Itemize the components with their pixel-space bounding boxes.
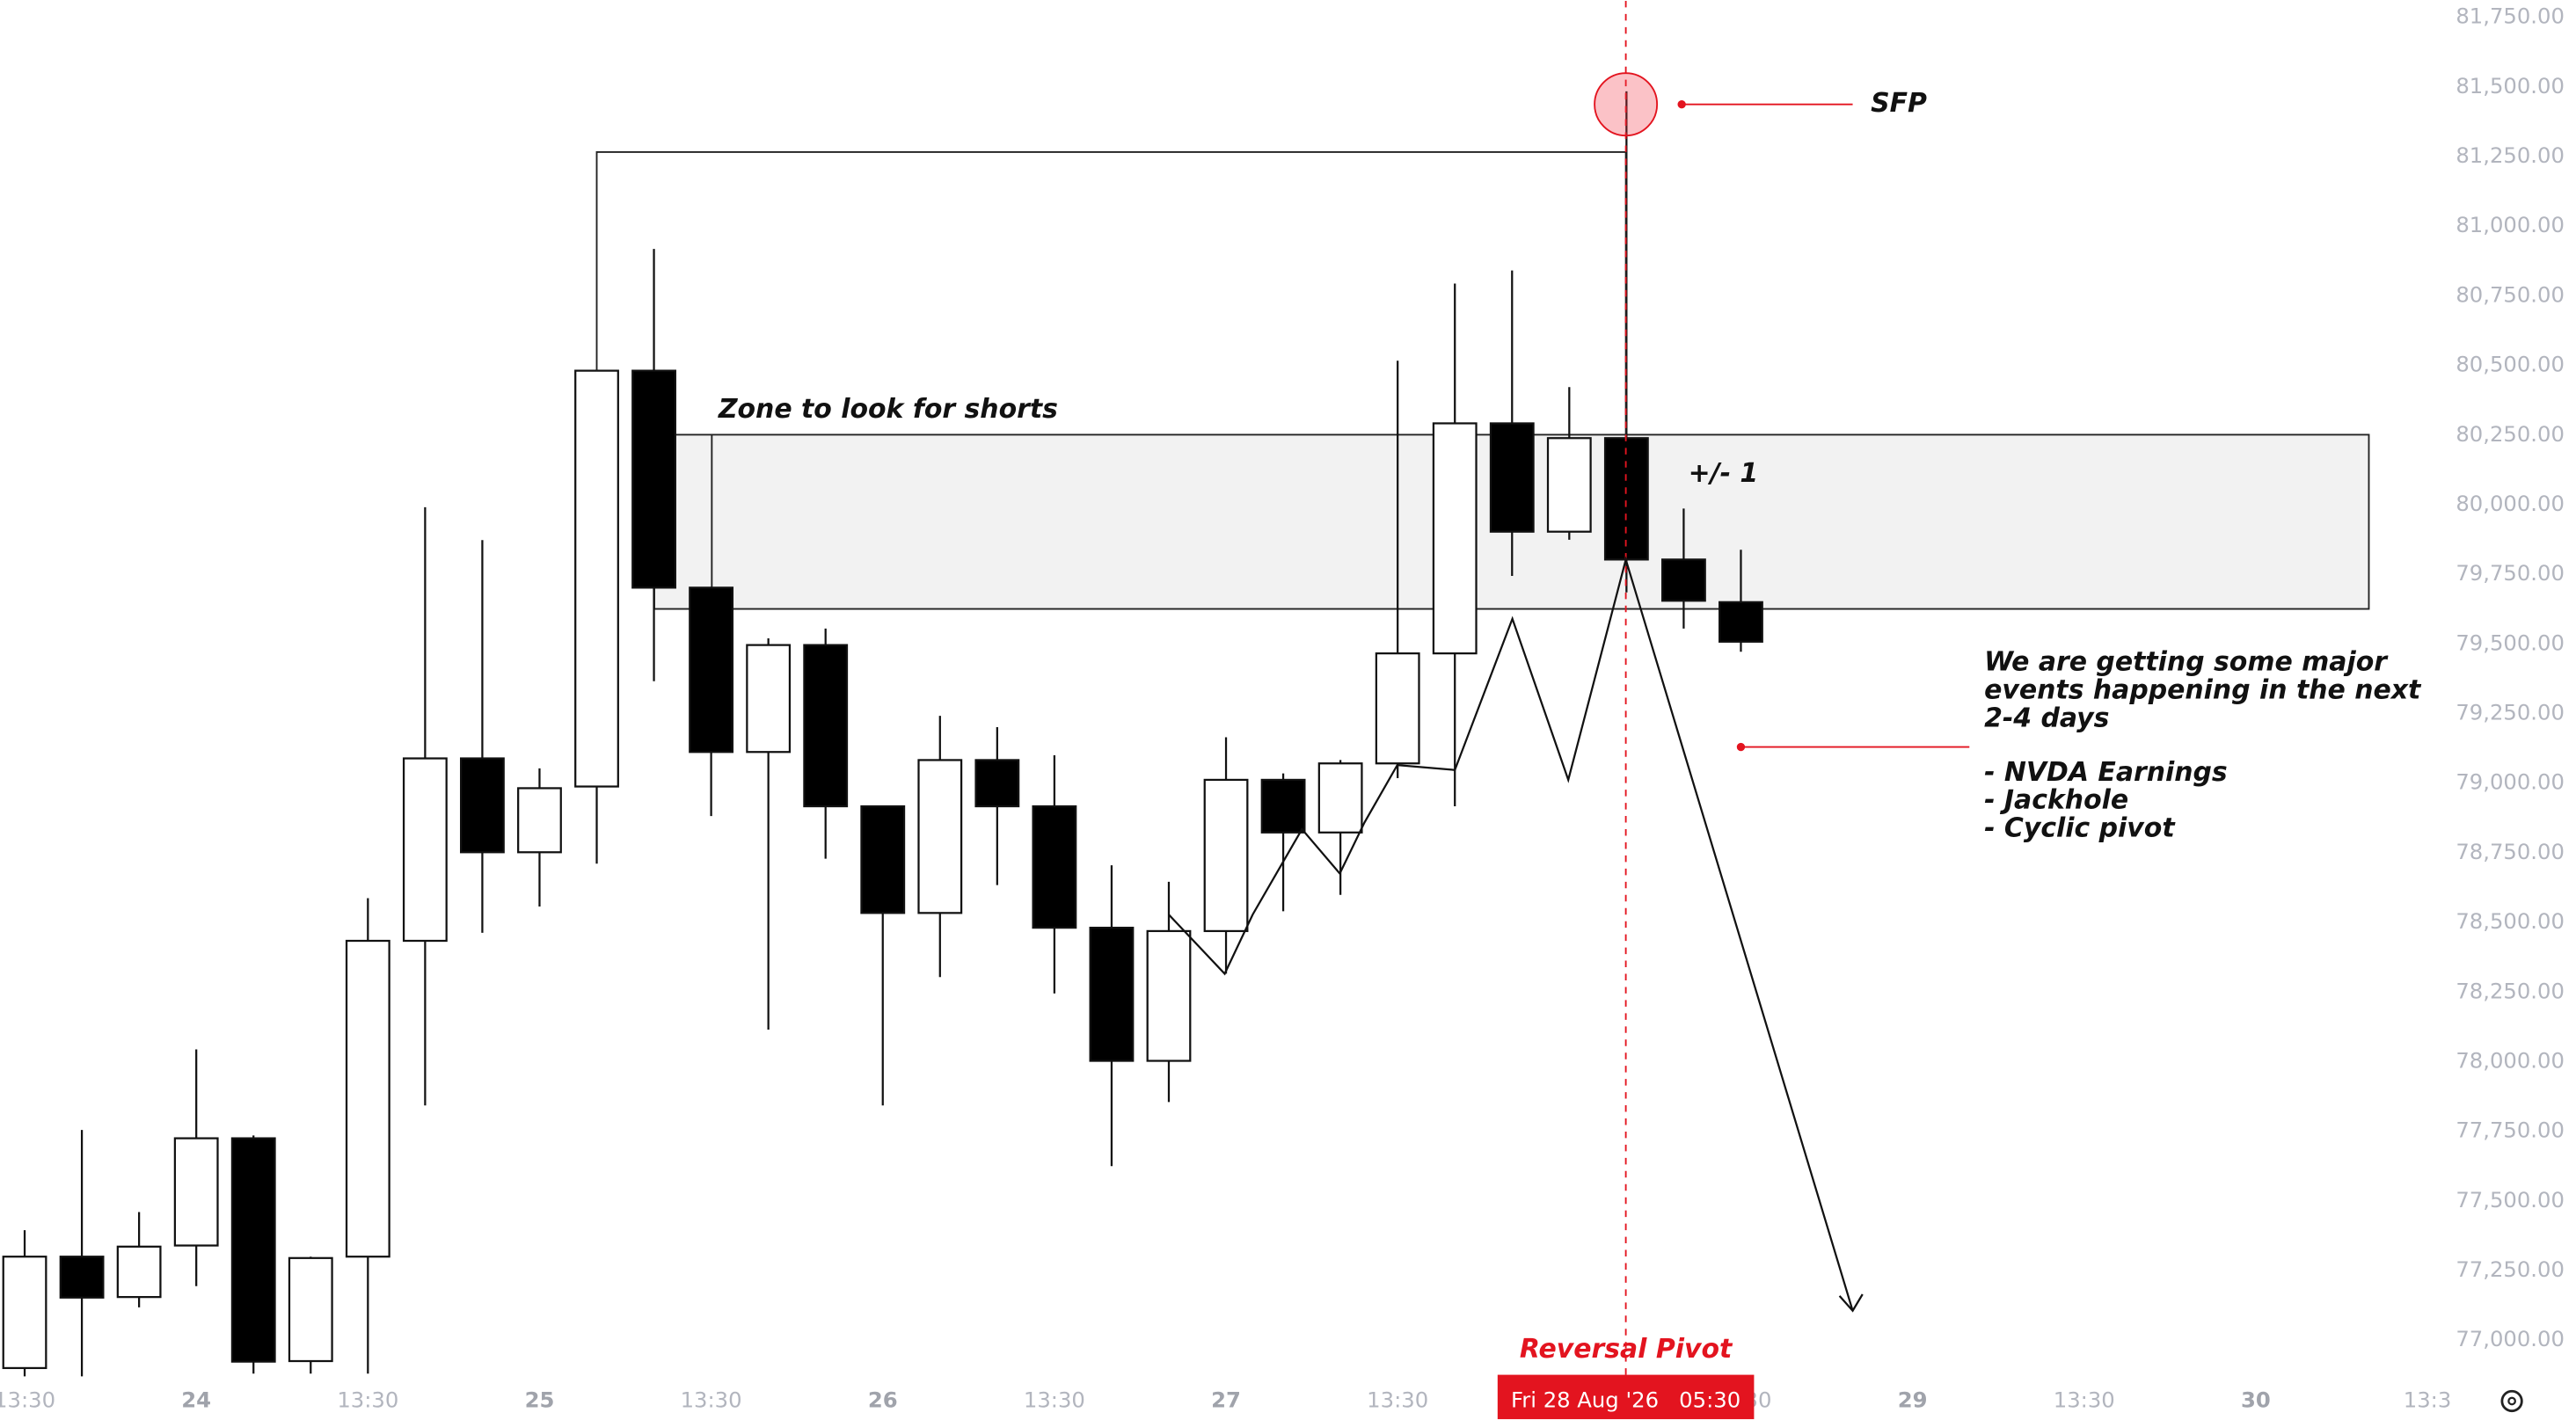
x-tick-label: 30 [2241, 1387, 2271, 1412]
settings-button[interactable] [2500, 1389, 2523, 1413]
y-tick-label: 78,750.00 [2456, 839, 2565, 864]
x-tick-label: 26 [868, 1387, 898, 1412]
range-label: +/- 1 [1689, 458, 1759, 489]
note-line: - NVDA Earnings [1984, 757, 2228, 788]
pivot-label: Reversal Pivot [1520, 1334, 1733, 1365]
candle-body [517, 787, 562, 854]
y-tick-label: 80,500.00 [2456, 352, 2565, 377]
candle-body [402, 757, 448, 943]
candle-body [1146, 929, 1192, 1062]
y-tick-label: 81,250.00 [2456, 142, 2565, 168]
candle-body [746, 644, 792, 754]
x-tick-label: 27 [1211, 1387, 1241, 1412]
x-tick-label: 25 [525, 1387, 555, 1412]
candle-body [288, 1256, 333, 1363]
note-line: 2-4 days [1984, 703, 2109, 733]
x-tick-label: 13:30 [1367, 1387, 1428, 1412]
candle-body [116, 1245, 162, 1299]
x-tick-label: 13:30 [0, 1387, 55, 1412]
candle-body [574, 369, 619, 788]
sfp-label: SFP [1871, 88, 1927, 119]
sfp-marker [1594, 72, 1659, 137]
x-tick-label: 13:30 [2054, 1387, 2115, 1412]
y-tick-label: 79,750.00 [2456, 560, 2565, 586]
cursor-time-box [1497, 1374, 1755, 1420]
x-tick-label: 13:30 [1024, 1387, 1085, 1412]
candle-body [1260, 778, 1306, 834]
candle-body [345, 939, 390, 1258]
candle-body [689, 586, 734, 754]
y-tick-label: 80,250.00 [2456, 421, 2565, 447]
y-tick-label: 77,750.00 [2456, 1118, 2565, 1143]
y-tick-label: 81,500.00 [2456, 73, 2565, 98]
y-tick-label: 77,000.00 [2456, 1326, 2565, 1351]
note-line: - Cyclic pivot [1984, 813, 2176, 844]
note-line: - Jackhole [1984, 785, 2128, 816]
candle-body [974, 759, 1020, 808]
y-tick-label: 77,500.00 [2456, 1187, 2565, 1212]
note-line: events happening in the next [1984, 675, 2422, 706]
sfp-level-line [595, 150, 1626, 371]
y-tick-label: 80,750.00 [2456, 281, 2565, 307]
zone-label: Zone to look for shorts [718, 394, 1058, 425]
candle-body [1375, 652, 1420, 765]
candle-body [59, 1256, 105, 1299]
x-tick-label: 29 [1898, 1387, 1928, 1412]
candle-body [1603, 437, 1649, 561]
candle-body [1032, 805, 1077, 929]
candle-body [1719, 601, 1763, 643]
candle-body [2, 1256, 47, 1370]
y-tick-label: 78,000.00 [2456, 1047, 2565, 1073]
x-tick-label: 13:30 [337, 1387, 398, 1412]
y-tick-label: 81,000.00 [2456, 212, 2565, 237]
y-tick-label: 81,750.00 [2456, 4, 2565, 29]
candle-body [917, 759, 963, 914]
x-tick-label: 24 [181, 1387, 211, 1412]
settings-icon-core [2507, 1396, 2516, 1406]
projection-arrowhead [1838, 1293, 1864, 1313]
projection-path [1168, 556, 1854, 1312]
candle-body [1432, 422, 1478, 655]
y-tick-label: 78,500.00 [2456, 908, 2565, 934]
candle-body [1089, 927, 1135, 1062]
x-tick-label: 13:3 [2404, 1387, 2452, 1412]
candle-body [173, 1137, 219, 1247]
candle-body [1546, 437, 1592, 533]
y-tick-label: 79,500.00 [2456, 630, 2565, 655]
note-line: We are getting some major [1984, 647, 2389, 678]
x-tick-label: 13:30 [681, 1387, 742, 1412]
candle-body [230, 1137, 276, 1363]
candle-body [1203, 778, 1249, 933]
y-tick-label: 78,250.00 [2456, 978, 2565, 1003]
y-tick-label: 80,000.00 [2456, 491, 2565, 516]
y-tick-label: 79,000.00 [2456, 769, 2565, 795]
candle-body [1489, 422, 1535, 533]
candle-body [860, 805, 906, 914]
cursor-time-label: Fri 28 Aug '26 05:30 [1511, 1387, 1740, 1412]
y-tick-label: 79,250.00 [2456, 700, 2565, 725]
settings-icon[interactable] [2500, 1389, 2523, 1413]
candle-body [1660, 558, 1706, 602]
y-tick-label: 77,250.00 [2456, 1256, 2565, 1282]
candle-body [803, 644, 849, 808]
candle-body [459, 757, 505, 854]
candle-body [631, 369, 676, 589]
candle-body [1317, 762, 1363, 834]
